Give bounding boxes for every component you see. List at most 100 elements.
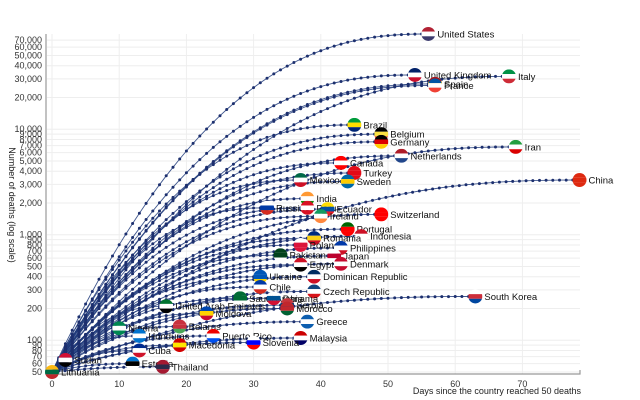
data-point-greece [258,321,262,324]
data-point-brazil [211,163,215,167]
indonesia-flag-icon [354,229,369,244]
data-point-france [285,113,289,117]
data-point-canada [326,161,329,165]
y-tick-label: 50 [32,367,42,377]
x-axis-title: Days since the country reached 50 deaths [413,386,582,396]
data-point-indonesia [225,253,229,256]
country-label-egypt: Egypt [310,260,335,271]
data-point-china [444,185,448,189]
country-label-lithuania: Lithuania [61,368,100,379]
data-point-malaysia [279,336,282,340]
data-point-united-kingdom [191,164,195,168]
data-point-denmark [158,297,161,301]
data-point-united-states [231,102,235,106]
data-point-greece [164,332,168,336]
data-point-egypt [178,282,182,286]
data-point-dominican-republic [144,308,148,311]
data-point-ukraine [171,287,175,291]
data-point-ecuador [285,209,289,213]
data-point-netherlands [258,178,262,182]
flag-marker-poland: Poland [293,237,339,252]
country-label-mexico: Mexico [310,176,340,187]
data-point-ireland [305,214,309,218]
data-point-sweden [265,188,269,192]
data-point-chile [184,292,188,296]
data-point-belgium [339,134,343,138]
data-point-france [124,255,128,259]
ireland-flag-icon [313,209,328,224]
country-label-germany: Germany [390,137,429,148]
data-point-netherlands [292,167,296,171]
data-point-south-korea [352,298,356,302]
data-point-canada [299,163,303,167]
data-point-philippines [211,263,215,267]
data-point-saudi-arabia [218,297,222,301]
data-point-portugal [231,242,235,246]
brazil-flag-icon [347,117,362,132]
data-point-greece [205,325,209,329]
data-point-morocco [231,308,235,312]
data-point-switzerland [231,235,235,239]
data-point-ukraine [70,349,74,353]
data-point-mexico [245,183,249,187]
data-point-turkey [218,199,222,203]
country-label-south-korea: South Korea [484,292,538,303]
data-point-italy [258,143,262,147]
data-point-brazil [258,138,262,142]
data-point-united-kingdom [339,80,343,83]
data-point-switzerland [252,229,256,233]
data-point-slovenia [238,341,242,345]
data-point-indonesia [339,234,343,238]
data-point-poland [184,263,188,267]
data-point-honduras [111,336,114,340]
data-point-netherlands [346,156,350,160]
data-point-iran [285,186,289,190]
data-point-ecuador [205,230,209,234]
data-point-germany [352,140,356,144]
country-label-japan: Japan [343,251,369,262]
data-point-chile [171,296,175,299]
data-point-greece [218,324,222,327]
data-point-estonia [77,365,81,369]
data-point-south-korea [420,295,424,299]
data-point-turkey [211,203,215,207]
data-point-cuba [84,355,88,359]
data-point-france [305,104,309,108]
y-tick-label: 300 [27,285,42,295]
data-point-mexico [258,181,262,184]
data-point-switzerland [218,241,222,245]
data-point-canada [238,178,242,182]
data-point-morocco [225,309,229,313]
data-point-ireland [158,260,161,264]
data-point-ireland [124,286,128,290]
data-point-portugal [326,227,329,231]
data-point-belgium [211,179,215,183]
data-point-portugal [252,236,256,240]
data-point-japan [218,267,222,271]
data-point-china [484,181,488,185]
x-tick-label: 70 [517,379,527,389]
data-point-france [346,92,350,96]
belarus-flag-icon [172,319,187,334]
flag-marker-ecuador: Ecuador [320,202,372,217]
data-point-sweden [218,205,222,209]
data-point-nigeria [90,331,94,335]
data-point-china [417,189,421,193]
data-point-serbia [245,304,249,308]
data-point-united-states [164,174,168,178]
data-point-china [391,194,395,198]
data-point-saudi-arabia [131,316,135,319]
data-point-iran [373,158,377,162]
data-point-ecuador [272,210,276,214]
data-point-estonia [90,363,94,367]
data-point-iran [487,145,491,149]
data-point-peru [144,260,148,264]
data-point-saudi-arabia [184,300,188,304]
data-point-france [178,192,182,196]
data-point-mexico [198,200,202,204]
data-point-france [399,84,403,88]
united-states-flag-icon [421,26,436,41]
data-point-romania [258,239,262,243]
data-point-united-kingdom [178,178,182,182]
data-point-serbia [218,307,222,310]
